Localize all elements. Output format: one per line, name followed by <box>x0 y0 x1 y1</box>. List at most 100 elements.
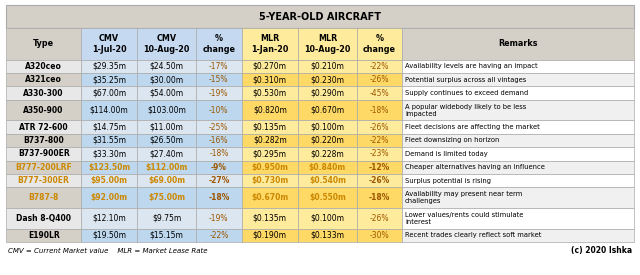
Text: A330-300: A330-300 <box>24 89 64 98</box>
Bar <box>357 120 403 134</box>
Text: ATR 72-600: ATR 72-600 <box>19 123 68 132</box>
Bar <box>196 187 242 208</box>
Bar <box>6 161 81 174</box>
Text: Availability may present near term
challenges: Availability may present near term chall… <box>405 191 522 204</box>
Bar <box>357 229 403 242</box>
Text: CMV
1-Jul-20: CMV 1-Jul-20 <box>92 34 127 54</box>
Text: -27%: -27% <box>208 176 230 185</box>
Text: $29.35m: $29.35m <box>92 62 126 71</box>
Bar <box>81 229 138 242</box>
Text: $0.310m: $0.310m <box>253 75 287 84</box>
Bar <box>298 73 357 86</box>
Bar <box>138 28 196 60</box>
Bar <box>196 120 242 134</box>
Bar <box>81 187 138 208</box>
Text: E190LR: E190LR <box>28 231 60 240</box>
Bar <box>196 73 242 86</box>
Bar <box>357 208 403 229</box>
Bar <box>298 86 357 100</box>
Text: $0.220m: $0.220m <box>310 136 344 145</box>
Text: $0.840m: $0.840m <box>309 163 346 172</box>
Text: $26.50m: $26.50m <box>150 136 184 145</box>
Bar <box>403 187 634 208</box>
Text: $0.950m: $0.950m <box>252 163 289 172</box>
Text: -26%: -26% <box>370 123 389 132</box>
Bar <box>6 100 81 120</box>
Text: -17%: -17% <box>209 62 228 71</box>
Text: -10%: -10% <box>209 106 228 115</box>
Bar <box>6 174 81 187</box>
Bar <box>138 229 196 242</box>
Bar <box>403 229 634 242</box>
Bar <box>403 73 634 86</box>
Bar <box>403 147 634 161</box>
Text: $54.00m: $54.00m <box>150 89 184 98</box>
Bar <box>196 100 242 120</box>
Text: A popular widebody likely to be less
impacted: A popular widebody likely to be less imp… <box>405 104 526 117</box>
Bar <box>242 229 298 242</box>
Bar <box>6 86 81 100</box>
Bar <box>196 86 242 100</box>
Text: -18%: -18% <box>370 106 389 115</box>
Text: -26%: -26% <box>369 176 390 185</box>
Bar <box>6 147 81 161</box>
Text: A320ceo: A320ceo <box>25 62 62 71</box>
Bar <box>403 86 634 100</box>
Text: 5-YEAR-OLD AIRCRAFT: 5-YEAR-OLD AIRCRAFT <box>259 12 381 22</box>
Bar <box>298 208 357 229</box>
Bar <box>138 120 196 134</box>
Text: $0.670m: $0.670m <box>251 193 289 202</box>
Bar <box>357 187 403 208</box>
Text: $33.30m: $33.30m <box>92 149 126 158</box>
Text: Cheaper alternatives having an influence: Cheaper alternatives having an influence <box>405 164 545 170</box>
Text: $0.295m: $0.295m <box>253 149 287 158</box>
Bar <box>138 187 196 208</box>
Text: -26%: -26% <box>370 214 389 223</box>
Bar <box>357 161 403 174</box>
Text: %
change: % change <box>202 34 236 54</box>
Bar <box>403 120 634 134</box>
Text: $112.00m: $112.00m <box>145 163 188 172</box>
Bar <box>196 147 242 161</box>
Bar <box>242 28 298 60</box>
Bar <box>196 208 242 229</box>
Bar <box>357 28 403 60</box>
Text: $0.282m: $0.282m <box>253 136 287 145</box>
Bar <box>138 147 196 161</box>
Bar <box>357 134 403 147</box>
Text: Remarks: Remarks <box>498 39 538 48</box>
Text: Recent trades clearly reflect soft market: Recent trades clearly reflect soft marke… <box>405 232 541 238</box>
Bar <box>357 100 403 120</box>
Bar <box>196 161 242 174</box>
Bar <box>403 174 634 187</box>
Bar <box>81 174 138 187</box>
Bar <box>298 229 357 242</box>
Text: B737-800: B737-800 <box>23 136 64 145</box>
Text: $14.75m: $14.75m <box>92 123 126 132</box>
Bar <box>138 208 196 229</box>
Text: -30%: -30% <box>370 231 389 240</box>
Text: $114.00m: $114.00m <box>90 106 129 115</box>
Text: Dash 8-Q400: Dash 8-Q400 <box>16 214 71 223</box>
Bar <box>196 174 242 187</box>
Text: Availability levels are having an impact: Availability levels are having an impact <box>405 63 538 69</box>
Text: Surplus potential is rising: Surplus potential is rising <box>405 178 491 183</box>
Text: $30.00m: $30.00m <box>150 75 184 84</box>
Bar <box>138 73 196 86</box>
Text: -22%: -22% <box>370 62 389 71</box>
Text: B737-900ER: B737-900ER <box>18 149 70 158</box>
Bar <box>242 174 298 187</box>
Text: -45%: -45% <box>370 89 389 98</box>
Text: -19%: -19% <box>209 214 228 223</box>
Text: $0.210m: $0.210m <box>310 62 344 71</box>
Bar <box>81 86 138 100</box>
Text: $0.290m: $0.290m <box>310 89 344 98</box>
Bar <box>242 161 298 174</box>
Bar <box>242 147 298 161</box>
Bar <box>138 60 196 73</box>
Text: $0.670m: $0.670m <box>310 106 344 115</box>
Text: $67.00m: $67.00m <box>92 89 126 98</box>
Text: Demand is limited today: Demand is limited today <box>405 151 488 157</box>
Bar <box>81 120 138 134</box>
Text: -26%: -26% <box>370 75 389 84</box>
